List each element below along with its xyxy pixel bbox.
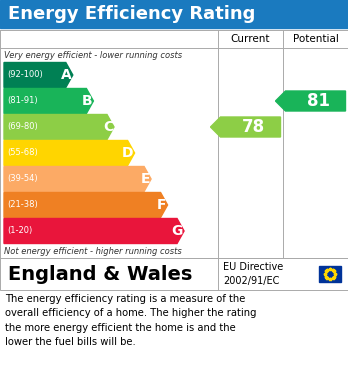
Text: The energy efficiency rating is a measure of the
overall efficiency of a home. T: The energy efficiency rating is a measur… bbox=[5, 294, 256, 347]
Polygon shape bbox=[4, 219, 184, 244]
Text: Not energy efficient - higher running costs: Not energy efficient - higher running co… bbox=[4, 246, 182, 255]
Text: E: E bbox=[141, 172, 150, 186]
Polygon shape bbox=[4, 63, 73, 88]
Text: Very energy efficient - lower running costs: Very energy efficient - lower running co… bbox=[4, 50, 182, 59]
Text: Current: Current bbox=[231, 34, 270, 44]
Text: F: F bbox=[157, 198, 167, 212]
Text: (69-80): (69-80) bbox=[7, 122, 38, 131]
Polygon shape bbox=[4, 167, 151, 192]
Text: A: A bbox=[61, 68, 72, 82]
Polygon shape bbox=[211, 117, 280, 137]
Text: (39-54): (39-54) bbox=[7, 174, 38, 183]
Text: Potential: Potential bbox=[293, 34, 339, 44]
Polygon shape bbox=[4, 115, 114, 140]
Text: England & Wales: England & Wales bbox=[8, 264, 192, 283]
Text: (21-38): (21-38) bbox=[7, 201, 38, 210]
Polygon shape bbox=[4, 140, 135, 165]
Text: G: G bbox=[172, 224, 183, 238]
Text: 81: 81 bbox=[307, 92, 330, 110]
Bar bbox=[319, 266, 341, 282]
Text: Energy Efficiency Rating: Energy Efficiency Rating bbox=[8, 5, 255, 23]
Polygon shape bbox=[4, 88, 93, 113]
Text: (1-20): (1-20) bbox=[7, 226, 32, 235]
Polygon shape bbox=[276, 91, 346, 111]
Bar bbox=[0, 258, 348, 290]
Text: (81-91): (81-91) bbox=[7, 97, 38, 106]
Polygon shape bbox=[4, 192, 167, 217]
Text: (92-100): (92-100) bbox=[7, 70, 43, 79]
Text: 78: 78 bbox=[242, 118, 265, 136]
Text: EU Directive
2002/91/EC: EU Directive 2002/91/EC bbox=[223, 262, 283, 285]
Text: C: C bbox=[103, 120, 113, 134]
Bar bbox=[0, 0, 348, 28]
Text: D: D bbox=[122, 146, 134, 160]
Text: (55-68): (55-68) bbox=[7, 149, 38, 158]
Text: B: B bbox=[82, 94, 93, 108]
